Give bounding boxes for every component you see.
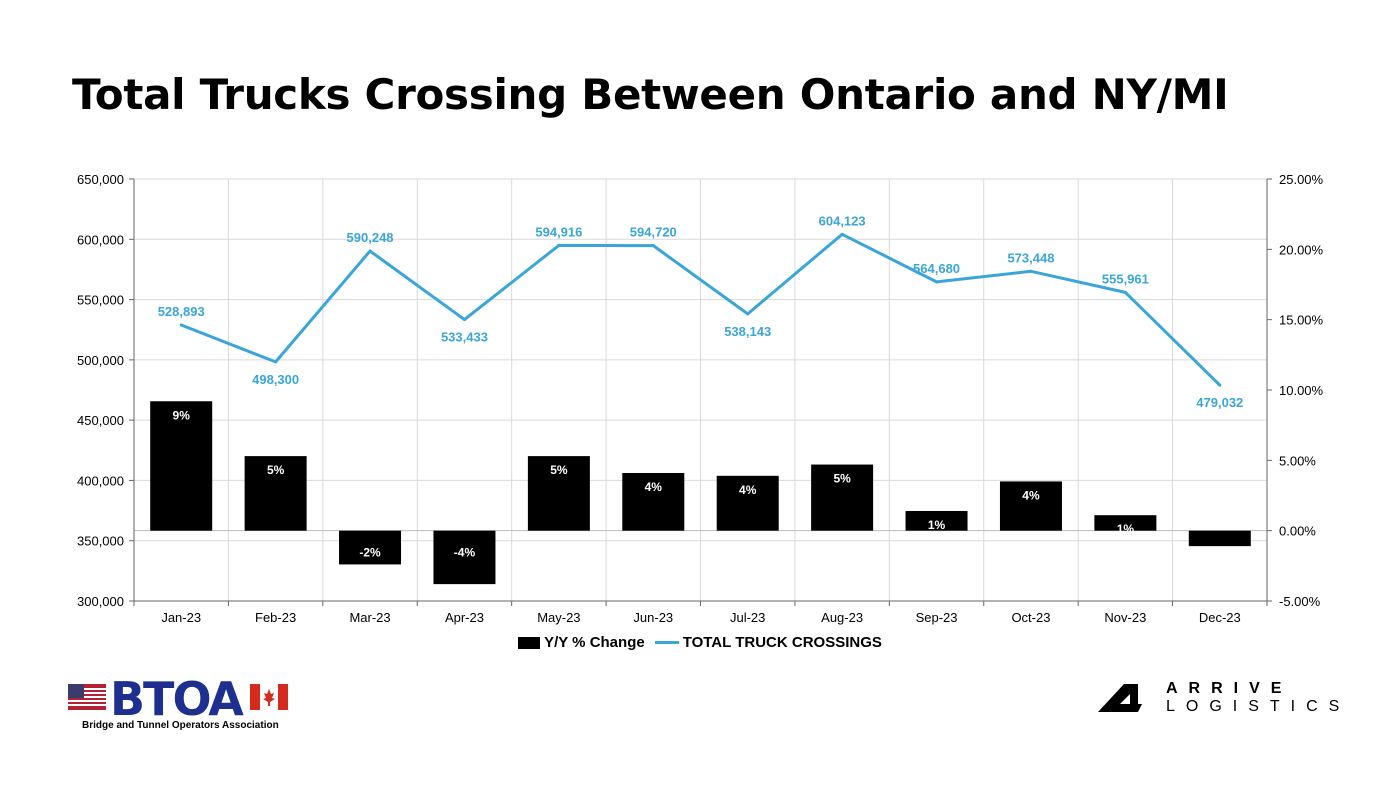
line-point xyxy=(179,323,183,327)
bar-label: 1% xyxy=(928,518,946,532)
line-label: 555,961 xyxy=(1102,271,1149,286)
line-label: 528,893 xyxy=(158,304,205,319)
legend: Y/Y % Change TOTAL TRUCK CROSSINGS xyxy=(0,634,1400,651)
bar xyxy=(150,401,213,531)
line-point xyxy=(840,232,844,236)
right-tick-label: 10.00% xyxy=(1279,383,1324,398)
x-tick-label: Jan-23 xyxy=(161,610,201,625)
line-label: 604,123 xyxy=(819,213,866,228)
bar xyxy=(999,481,1062,531)
bar xyxy=(244,456,307,531)
right-tick-label: 25.00% xyxy=(1279,172,1324,187)
line-label: 479,032 xyxy=(1196,395,1243,410)
line-label: 590,248 xyxy=(347,230,394,245)
line-point xyxy=(1123,290,1127,294)
us-flag-icon xyxy=(68,684,106,710)
line-label: 594,720 xyxy=(630,225,677,240)
line-point xyxy=(1218,383,1222,387)
canada-flag-icon xyxy=(250,684,288,710)
right-tick-label: 5.00% xyxy=(1279,453,1316,468)
line-point xyxy=(651,244,655,248)
line-path xyxy=(180,232,1221,387)
arrive-wordmark: ARRIVE xyxy=(1166,680,1293,697)
data-labels: 9% 5% -2% -4% 5% 4% 4% 5% 1% 4% 1% -1% 528,893 498,30… xyxy=(158,213,1244,559)
bar-label: 4% xyxy=(739,483,757,497)
line-label: 594,916 xyxy=(535,224,582,239)
line-point xyxy=(935,280,939,284)
bar-label: 5% xyxy=(267,463,285,477)
line-label: 564,680 xyxy=(913,261,960,276)
x-tick-label: Oct-23 xyxy=(1011,610,1050,625)
x-tick-label: Nov-23 xyxy=(1104,610,1146,625)
line-series xyxy=(179,232,1222,387)
x-tick-label: May-23 xyxy=(537,610,580,625)
line-point xyxy=(1029,269,1033,273)
x-tick-label: Feb-23 xyxy=(255,610,296,625)
x-tick-label: Dec-23 xyxy=(1199,610,1241,625)
line-label: 538,143 xyxy=(724,324,771,339)
bar-label: 4% xyxy=(645,480,663,494)
x-tick-label: Aug-23 xyxy=(821,610,863,625)
legend-swatch-line xyxy=(654,641,679,644)
line-point xyxy=(368,249,372,253)
right-tick-label: -5.00% xyxy=(1279,594,1321,609)
x-tick-label: Apr-23 xyxy=(445,610,484,625)
bar-series xyxy=(150,401,1251,585)
x-tick-label: Jun-23 xyxy=(633,610,673,625)
bar-label: 5% xyxy=(550,463,568,477)
btoa-wordmark: BTOA xyxy=(110,672,244,726)
bar-label: 5% xyxy=(833,472,851,486)
left-tick-label: 600,000 xyxy=(77,232,124,247)
bar xyxy=(1094,515,1157,531)
left-tick-label: 500,000 xyxy=(77,353,124,368)
line-label: 498,300 xyxy=(252,372,299,387)
bar xyxy=(433,530,496,585)
axes: 650,000 600,000 550,000 500,000 450,000 400,0… xyxy=(77,172,1324,625)
btoa-subtitle: Bridge and Tunnel Operators Association xyxy=(82,720,279,731)
bar-label: -1% xyxy=(1209,546,1231,560)
line-point xyxy=(746,312,750,316)
line-label: 573,448 xyxy=(1007,250,1054,265)
bar xyxy=(339,530,402,565)
bar-label: -4% xyxy=(454,546,476,560)
right-tick-label: 15.00% xyxy=(1279,313,1324,328)
x-tick-label: Mar-23 xyxy=(349,610,390,625)
x-tick-label: Jul-23 xyxy=(730,610,765,625)
legend-label-bars: Y/Y % Change xyxy=(544,634,645,651)
left-tick-label: 450,000 xyxy=(77,413,124,428)
left-tick-label: 400,000 xyxy=(77,473,124,488)
right-tick-label: 20.00% xyxy=(1279,242,1324,257)
arrive-logo-icon xyxy=(1098,684,1142,712)
left-tick-label: 350,000 xyxy=(77,534,124,549)
left-tick-label: 300,000 xyxy=(77,594,124,609)
bar-label: 4% xyxy=(1022,488,1040,502)
bar xyxy=(622,472,685,531)
bar xyxy=(1188,530,1251,547)
line-label: 533,433 xyxy=(441,330,488,345)
bar-label: 9% xyxy=(173,408,191,422)
bar-label: 1% xyxy=(1117,522,1135,536)
line-point xyxy=(462,318,466,322)
bar-label: -2% xyxy=(359,546,381,560)
x-tick-label: Sep-23 xyxy=(916,610,958,625)
logistics-wordmark: LOGISTICS xyxy=(1166,698,1351,715)
line-point xyxy=(274,360,278,364)
legend-item-bars: Y/Y % Change xyxy=(518,634,645,651)
bar xyxy=(527,456,590,531)
left-tick-label: 550,000 xyxy=(77,293,124,308)
bar xyxy=(905,510,968,531)
chart-title: Total Trucks Crossing Between Ontario an… xyxy=(72,70,1229,119)
legend-swatch-bar xyxy=(518,636,541,649)
left-tick-label: 650,000 xyxy=(77,172,124,187)
gridlines xyxy=(133,178,1268,602)
bar xyxy=(811,464,874,531)
line-point xyxy=(557,243,561,247)
right-tick-label: 0.00% xyxy=(1279,524,1316,539)
bar xyxy=(716,475,779,531)
legend-item-line: TOTAL TRUCK CROSSINGS xyxy=(654,634,882,651)
legend-label-line: TOTAL TRUCK CROSSINGS xyxy=(682,634,882,651)
